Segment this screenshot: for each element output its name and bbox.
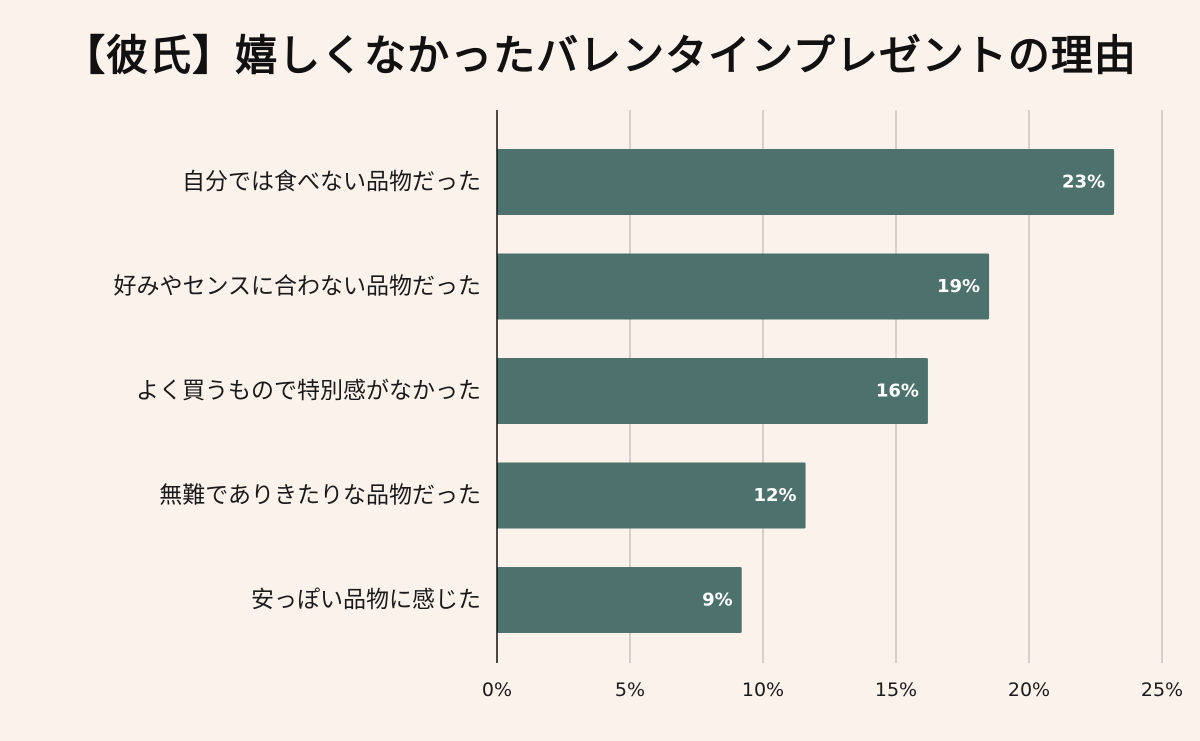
data-label-3: 12%: [753, 485, 796, 506]
category-label-4: 安っぽい品物に感じた: [251, 587, 481, 613]
x-tick-label-20: 20%: [1008, 679, 1050, 701]
bars: [497, 149, 1115, 633]
x-tick-label-5: 5%: [615, 679, 645, 701]
data-label-2: 16%: [876, 381, 919, 402]
x-tick-label-15: 15%: [875, 679, 917, 701]
bar-3: [497, 462, 806, 529]
category-label-1: 好みやセンスに合わない品物だった: [113, 274, 481, 300]
data-labels: 23% 19% 16% 12% 9%: [702, 172, 1105, 611]
x-tick-label-0: 0%: [482, 679, 512, 701]
chart-title: 【彼氏】嬉しくなかったバレンタインプレゼントの理由: [63, 31, 1137, 80]
category-label-3: 無難でありきたりな品物だった: [159, 483, 481, 509]
x-axis-ticks: 0% 5% 10% 15% 20% 25%: [482, 679, 1183, 701]
x-tick-label-25: 25%: [1141, 679, 1183, 701]
bar-2: [497, 358, 928, 424]
data-label-4: 9%: [702, 590, 733, 611]
category-label-2: よく買うもので特別感がなかった: [136, 378, 481, 404]
bar-4: [497, 567, 742, 633]
data-label-0: 23%: [1062, 172, 1105, 193]
x-tick-label-10: 10%: [742, 679, 784, 701]
bar-1: [497, 253, 990, 320]
data-label-1: 19%: [937, 276, 980, 297]
category-label-0: 自分では食べない品物だった: [182, 169, 481, 195]
category-labels: 自分では食べない品物だった好みやセンスに合わない品物だったよく買うもので特別感が…: [113, 169, 481, 613]
bar-0: [497, 149, 1115, 215]
